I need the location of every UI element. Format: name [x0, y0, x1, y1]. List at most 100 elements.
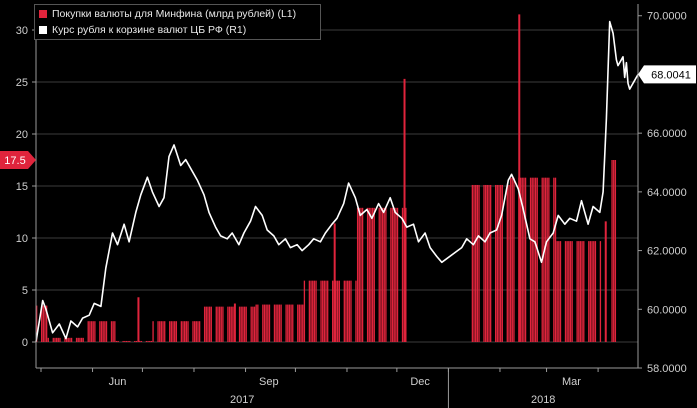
bar — [373, 207, 375, 342]
left-tick-label: 25 — [16, 77, 28, 89]
bar — [220, 306, 222, 342]
bar — [348, 280, 350, 342]
bar — [263, 304, 266, 342]
bar — [292, 304, 294, 342]
right-tick-label: 64.0000 — [647, 187, 687, 199]
bar — [578, 241, 580, 342]
bar — [485, 184, 487, 342]
bar — [285, 304, 287, 342]
bar — [287, 304, 289, 342]
left-badge-value: 17.5 — [4, 155, 25, 167]
bar — [64, 337, 66, 342]
bar — [519, 177, 522, 342]
bar-spike — [137, 297, 140, 342]
bar — [228, 306, 231, 342]
bar — [313, 280, 316, 342]
bar — [350, 280, 352, 342]
bar — [613, 160, 615, 342]
right-tick-label: 60.0000 — [647, 304, 687, 316]
legend-swatch-red — [39, 9, 47, 18]
bar — [52, 337, 54, 342]
bar — [599, 241, 602, 342]
bar — [559, 241, 562, 342]
bar — [356, 207, 359, 342]
bar — [172, 321, 174, 342]
bar — [385, 207, 387, 342]
bar — [380, 207, 382, 342]
bar — [150, 340, 153, 342]
bar — [523, 177, 525, 342]
left-last-value-badge: 17.5 — [0, 151, 36, 169]
bar — [513, 177, 515, 342]
bar — [499, 184, 502, 342]
bar — [160, 321, 163, 342]
bar — [185, 321, 187, 342]
bar — [488, 184, 490, 342]
bar — [345, 280, 347, 342]
bar — [534, 177, 537, 342]
bar — [47, 337, 49, 342]
legend-label-ruble-rate: Курс рубля к корзине валют ЦБ РФ (R1) — [52, 23, 247, 36]
bar — [36, 305, 38, 342]
left-tick-label: 10 — [16, 233, 28, 245]
bar — [242, 306, 244, 342]
bar — [277, 304, 279, 342]
bar — [337, 280, 339, 342]
bar — [533, 177, 535, 342]
bar — [558, 241, 560, 342]
bar — [564, 241, 567, 342]
bar — [544, 177, 547, 342]
bar — [70, 337, 73, 342]
bar — [508, 184, 510, 342]
bar — [378, 207, 380, 342]
bar — [159, 321, 161, 342]
bar — [69, 337, 71, 342]
bar — [238, 306, 241, 342]
bar — [476, 184, 479, 342]
bar — [67, 337, 69, 342]
bar — [589, 241, 592, 342]
bar — [278, 304, 281, 342]
bar — [579, 241, 582, 342]
bar — [180, 321, 183, 342]
bar — [322, 280, 324, 342]
bar — [531, 177, 533, 342]
bar — [611, 160, 613, 342]
bar — [343, 280, 345, 342]
bar — [524, 177, 527, 342]
bar — [312, 280, 314, 342]
bar — [210, 306, 212, 342]
bar — [135, 340, 138, 342]
bar — [129, 340, 131, 342]
bar — [147, 340, 149, 342]
bar — [203, 306, 206, 342]
bar — [253, 306, 256, 342]
bar — [370, 207, 372, 342]
bar — [553, 177, 555, 342]
bar — [45, 305, 48, 342]
bar — [65, 337, 68, 342]
bar — [198, 321, 201, 342]
bar — [92, 321, 94, 342]
bar — [536, 177, 538, 342]
bar — [501, 184, 503, 342]
bar-spike — [233, 303, 236, 342]
bar — [80, 337, 83, 342]
left-tick-label: 30 — [16, 25, 28, 37]
bar — [568, 241, 570, 342]
bar — [391, 207, 394, 342]
bar — [265, 304, 267, 342]
bar-spike — [333, 223, 336, 342]
bar — [122, 340, 124, 342]
bar — [134, 340, 136, 342]
bar — [478, 184, 480, 342]
bar — [152, 321, 154, 342]
left-tick-label: 5 — [22, 285, 28, 297]
bar — [250, 306, 252, 342]
bar — [90, 321, 93, 342]
bar — [346, 280, 349, 342]
bar — [162, 321, 164, 342]
last-value-badges: 17.5 68.0041 — [0, 65, 696, 169]
bar — [187, 321, 189, 342]
bar — [197, 321, 199, 342]
